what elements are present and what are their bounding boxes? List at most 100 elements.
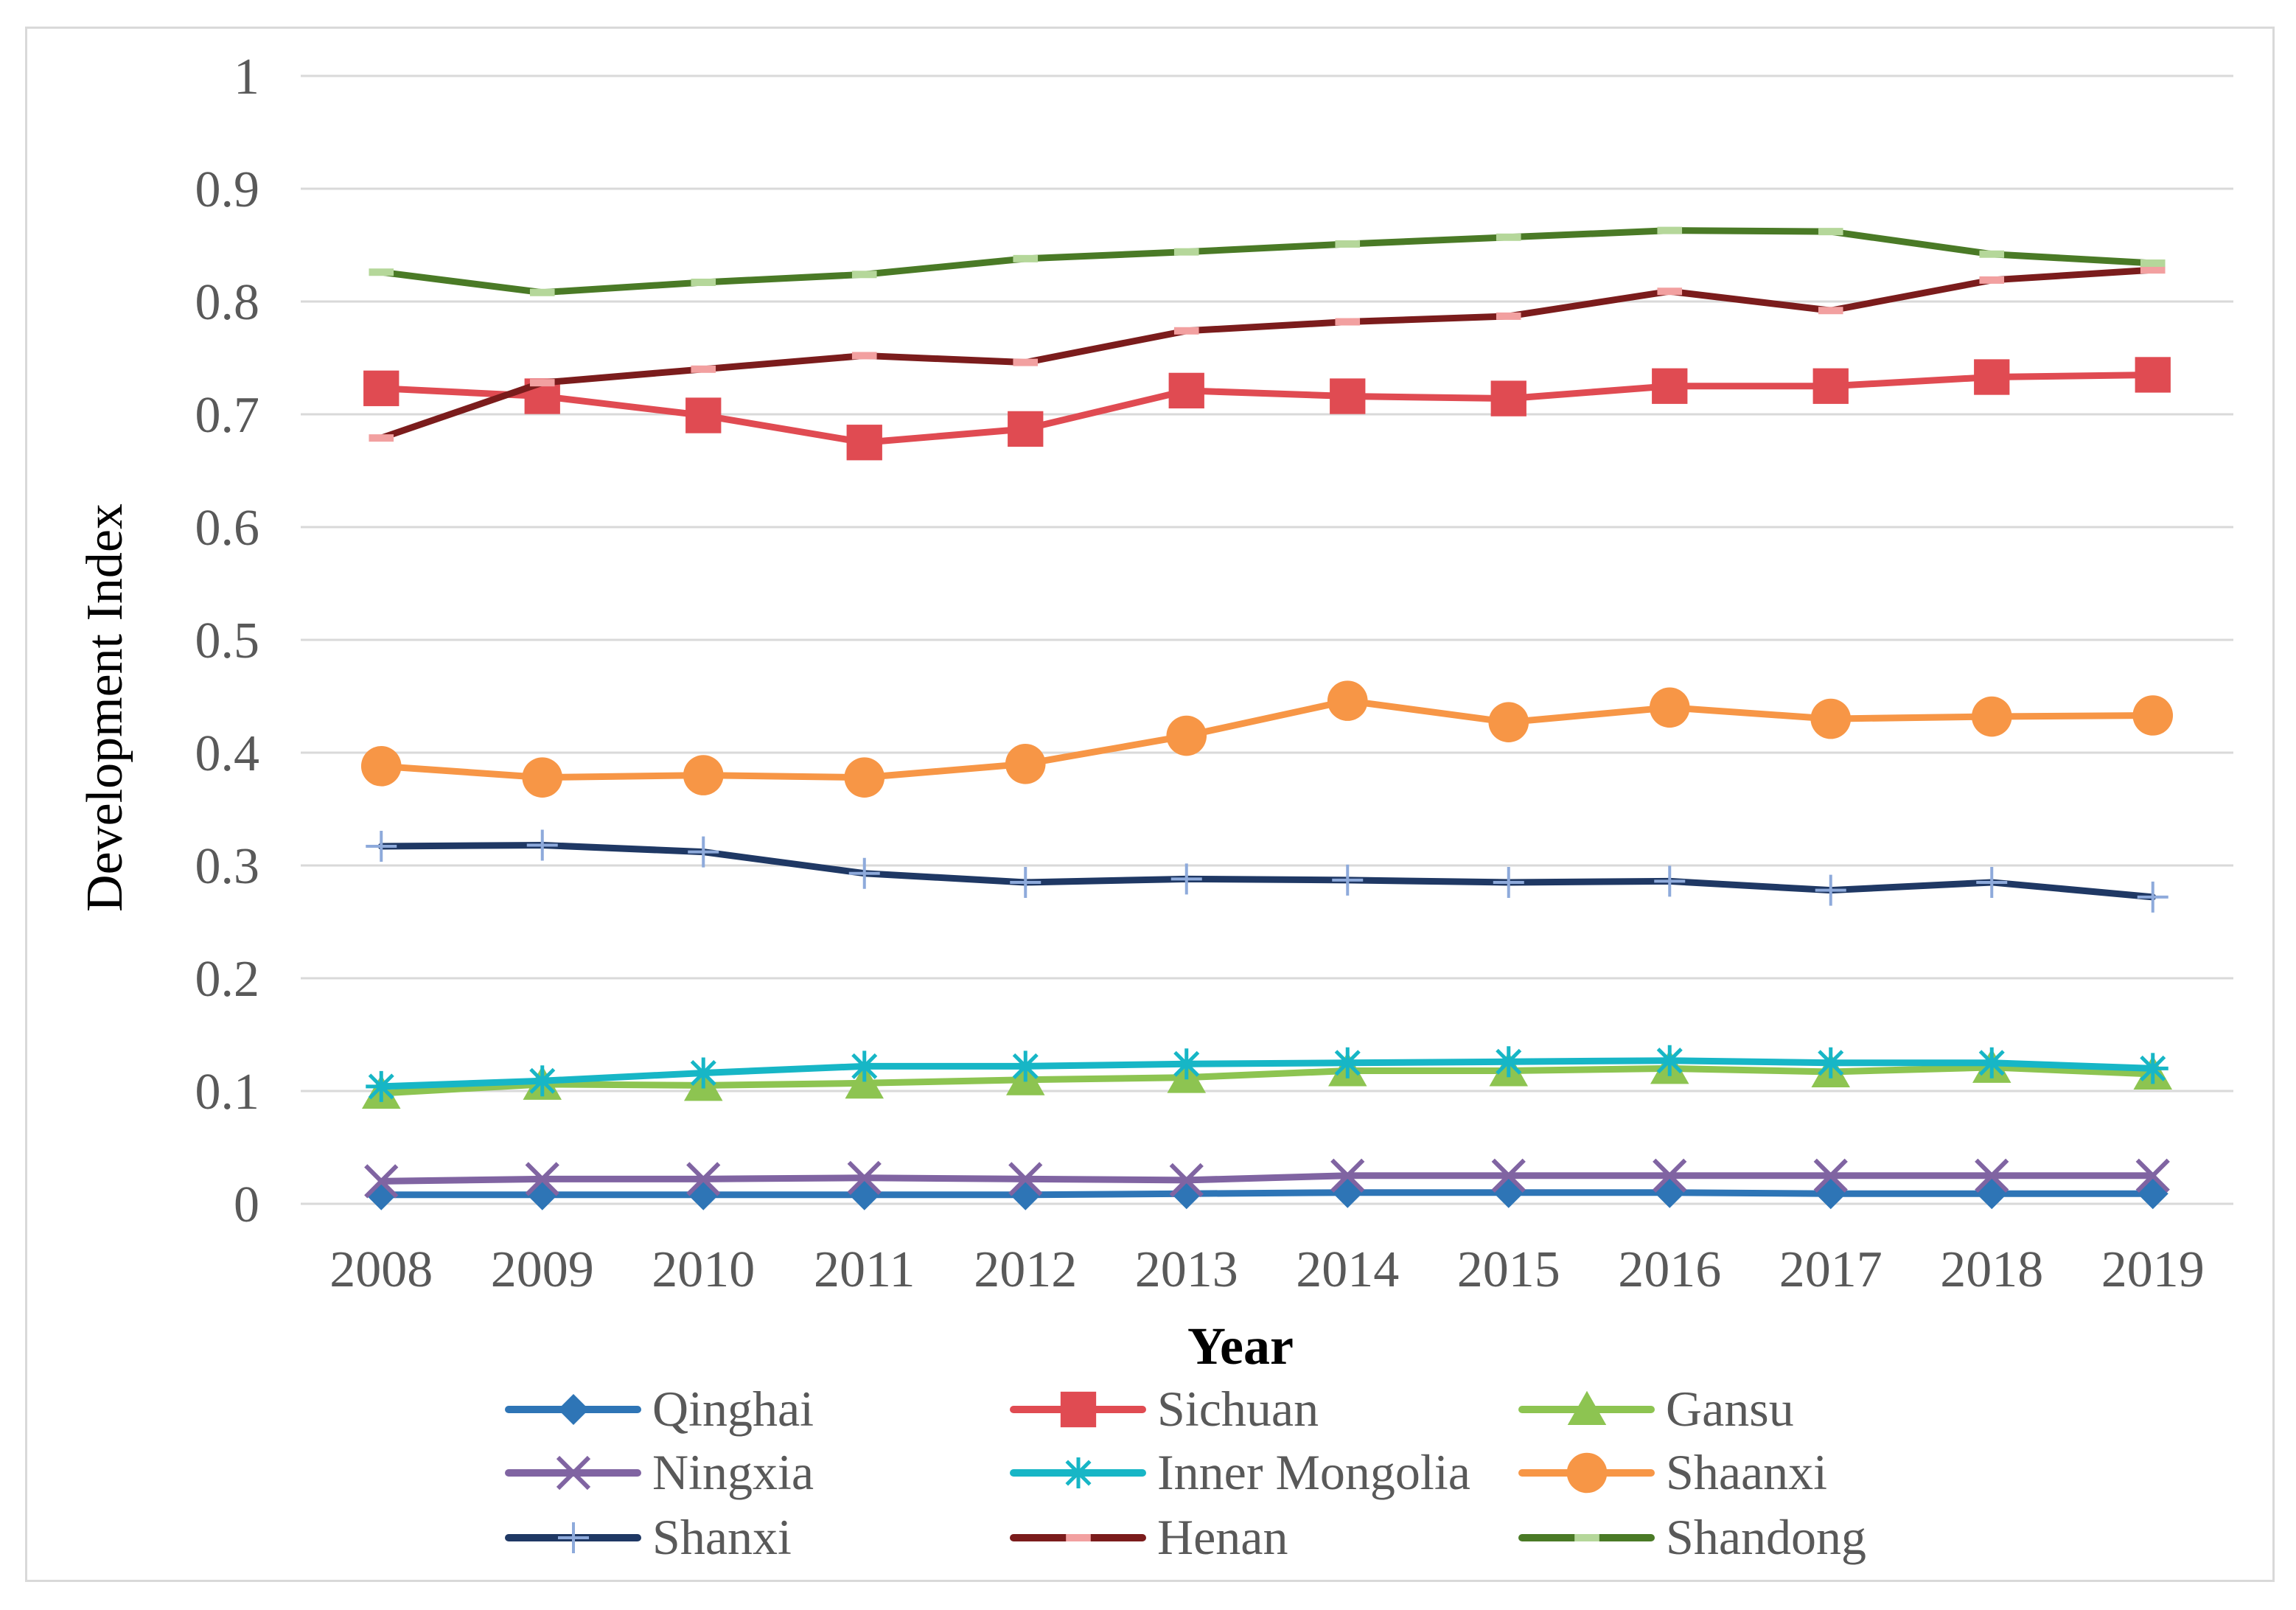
data-point bbox=[1335, 318, 1361, 326]
y-tick-label: 0.8 bbox=[195, 274, 260, 331]
x-tick-label: 2015 bbox=[1457, 1241, 1560, 1298]
data-point bbox=[1818, 228, 1843, 236]
data-point bbox=[1818, 307, 1843, 315]
legend-label: Ningxia bbox=[652, 1444, 814, 1500]
data-point bbox=[526, 1065, 558, 1097]
data-point bbox=[1975, 1158, 2009, 1193]
data-point bbox=[366, 830, 397, 862]
x-tick-label: 2013 bbox=[1135, 1241, 1238, 1298]
data-point bbox=[1652, 368, 1688, 404]
series-line bbox=[377, 1064, 2157, 1097]
data-point bbox=[1332, 1047, 1364, 1078]
legend-label: Qinghai bbox=[652, 1381, 814, 1437]
data-point bbox=[1649, 687, 1690, 728]
y-tick-label: 0.9 bbox=[195, 161, 260, 218]
series-shaanxi bbox=[360, 680, 2174, 798]
data-point bbox=[686, 1162, 721, 1196]
legend-item: Shanxi bbox=[505, 1509, 792, 1565]
data-point bbox=[1657, 288, 1683, 296]
data-point bbox=[1979, 250, 2005, 258]
legend-item: Qinghai bbox=[505, 1381, 814, 1437]
series-ningxia bbox=[364, 1158, 2170, 1199]
x-tick-label: 2010 bbox=[652, 1241, 755, 1298]
series-line bbox=[377, 1057, 2157, 1090]
series-sichuan bbox=[363, 357, 2171, 461]
x-tick-label: 2011 bbox=[814, 1241, 915, 1298]
data-point bbox=[1330, 378, 1366, 414]
data-point bbox=[688, 1179, 719, 1210]
data-point bbox=[1810, 698, 1852, 739]
data-point bbox=[688, 1057, 719, 1089]
data-point bbox=[1327, 680, 1368, 721]
data-point bbox=[529, 379, 555, 387]
series-layer bbox=[360, 226, 2174, 1210]
data-point bbox=[1488, 702, 1529, 742]
data-point bbox=[1566, 1452, 1608, 1494]
data-point bbox=[2135, 357, 2171, 393]
series-line bbox=[377, 1189, 2157, 1199]
data-point bbox=[846, 425, 882, 461]
data-point bbox=[1170, 863, 1202, 895]
data-point bbox=[364, 1164, 399, 1199]
data-point bbox=[1976, 866, 2008, 898]
legend-label: Henan bbox=[1157, 1509, 1288, 1565]
data-point bbox=[1815, 1047, 1846, 1078]
data-point bbox=[1979, 276, 2005, 284]
series-line bbox=[377, 1172, 2157, 1185]
data-point bbox=[1170, 1048, 1202, 1080]
y-axis-label: Development Index bbox=[77, 503, 133, 912]
data-point bbox=[848, 1179, 880, 1210]
data-point bbox=[1010, 1179, 1041, 1210]
data-point bbox=[1173, 327, 1199, 335]
data-point bbox=[1496, 312, 1521, 320]
data-point bbox=[1654, 865, 1686, 897]
y-tick-label: 0.2 bbox=[195, 951, 260, 1008]
data-point bbox=[683, 755, 724, 795]
x-tick-label: 2017 bbox=[1779, 1241, 1882, 1298]
data-point bbox=[525, 1162, 559, 1196]
data-point bbox=[1060, 1391, 1097, 1428]
legend-label: Sichuan bbox=[1157, 1381, 1319, 1437]
data-point bbox=[2137, 1053, 2168, 1084]
data-point bbox=[2135, 1158, 2170, 1193]
legend-item: Shaanxi bbox=[1518, 1444, 1827, 1500]
y-tick-label: 0.5 bbox=[195, 613, 260, 669]
legend: Qinghai Sichuan Gansu Ningxia Inner Mongolia… bbox=[505, 1381, 1866, 1565]
data-point bbox=[691, 365, 716, 373]
data-point bbox=[558, 1522, 589, 1553]
data-point bbox=[366, 1070, 397, 1102]
data-point bbox=[529, 288, 555, 296]
x-tick-label: 2008 bbox=[329, 1241, 433, 1298]
data-point bbox=[369, 434, 394, 442]
data-point bbox=[556, 1455, 591, 1491]
data-point bbox=[1490, 380, 1526, 417]
data-point bbox=[526, 1179, 558, 1210]
legend-item: Shandong bbox=[1518, 1509, 1866, 1565]
data-point bbox=[2140, 266, 2166, 274]
legend-label: Shanxi bbox=[652, 1509, 792, 1565]
data-point bbox=[2132, 695, 2174, 736]
series-henan bbox=[369, 266, 2166, 442]
legend-item: Sichuan bbox=[1010, 1381, 1319, 1437]
data-point bbox=[851, 352, 877, 360]
legend-label: Gansu bbox=[1666, 1381, 1794, 1437]
y-tick-label: 0.4 bbox=[195, 725, 260, 782]
data-point bbox=[1010, 866, 1041, 898]
data-point bbox=[1063, 1457, 1094, 1488]
data-point bbox=[848, 857, 880, 889]
data-point bbox=[1013, 358, 1039, 366]
data-point bbox=[522, 757, 563, 798]
y-tick-label: 0 bbox=[234, 1177, 259, 1233]
data-point bbox=[1493, 866, 1524, 898]
data-point bbox=[1976, 1047, 2008, 1078]
series-line bbox=[377, 697, 2157, 781]
data-point bbox=[685, 397, 722, 433]
chart-frame bbox=[25, 27, 2275, 1582]
data-point bbox=[1010, 1050, 1041, 1082]
data-point bbox=[851, 271, 877, 279]
series-inner-mongolia bbox=[366, 1045, 2168, 1102]
x-tick-label: 2014 bbox=[1296, 1241, 1399, 1298]
data-point bbox=[1008, 1162, 1043, 1196]
series-line bbox=[377, 841, 2157, 901]
data-point bbox=[2137, 881, 2168, 913]
